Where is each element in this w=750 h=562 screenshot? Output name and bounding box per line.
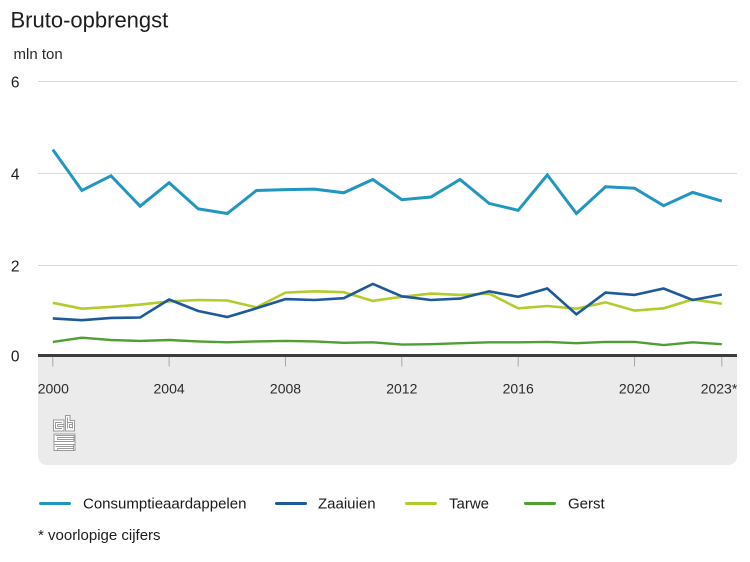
- svg-text:2004: 2004: [154, 381, 185, 397]
- svg-text:Tarwe: Tarwe: [449, 496, 489, 513]
- svg-text:Bruto-opbrengst: Bruto-opbrengst: [11, 8, 169, 33]
- svg-text:2023*: 2023*: [701, 381, 738, 397]
- svg-text:Consumptieaardappelen: Consumptieaardappelen: [83, 496, 246, 513]
- svg-text:6: 6: [11, 75, 20, 92]
- svg-text:0: 0: [11, 349, 20, 366]
- svg-text:2000: 2000: [38, 381, 69, 397]
- svg-text:* voorlopige cijfers: * voorlopige cijfers: [38, 527, 161, 544]
- svg-text:4: 4: [11, 167, 20, 184]
- svg-text:2020: 2020: [619, 381, 650, 397]
- svg-text:2012: 2012: [386, 381, 417, 397]
- svg-text:2016: 2016: [503, 381, 534, 397]
- svg-text:2008: 2008: [270, 381, 301, 397]
- svg-text:mln ton: mln ton: [14, 46, 63, 63]
- svg-text:Zaaiuien: Zaaiuien: [318, 496, 376, 513]
- svg-text:Gerst: Gerst: [568, 496, 606, 513]
- svg-text:2: 2: [11, 259, 20, 276]
